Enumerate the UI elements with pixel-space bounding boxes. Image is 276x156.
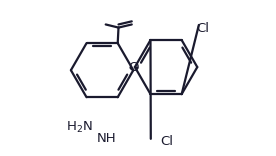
Text: NH: NH xyxy=(97,132,116,145)
Text: Cl: Cl xyxy=(160,135,173,149)
Text: Cl: Cl xyxy=(196,22,209,35)
Text: O: O xyxy=(129,61,139,74)
Text: H$_2$N: H$_2$N xyxy=(66,120,93,135)
